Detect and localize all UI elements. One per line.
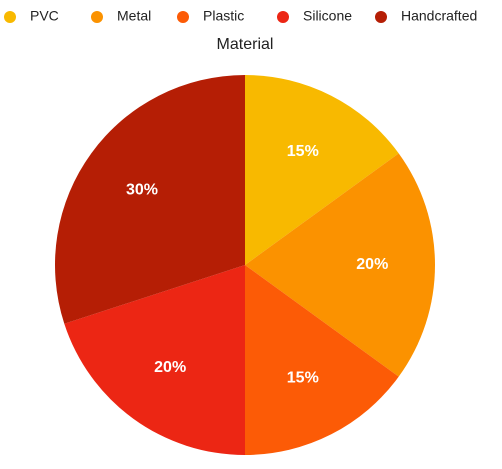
- slice-label: 20%: [154, 359, 186, 376]
- legend-label: Handcrafted: [401, 8, 477, 24]
- pie-slice: [54, 75, 246, 324]
- pie-slice: [245, 153, 436, 377]
- slice-label: 30%: [126, 181, 158, 198]
- legend-marker: [375, 11, 387, 23]
- chart-title: Material: [217, 36, 274, 53]
- legend-marker: [277, 11, 289, 23]
- pie-slice: [245, 75, 399, 265]
- legend-label: Plastic: [203, 8, 244, 24]
- pie-slice: [245, 265, 399, 455]
- legend-marker: [177, 11, 189, 23]
- legend-label: PVC: [30, 8, 59, 24]
- pie-slice: [64, 265, 246, 455]
- slice-label: 15%: [287, 143, 319, 160]
- slice-label: 20%: [356, 256, 388, 273]
- legend-marker: [91, 11, 103, 23]
- legend-label: Silicone: [303, 8, 352, 24]
- legend-label: Metal: [117, 8, 151, 24]
- legend-marker: [4, 11, 16, 23]
- slice-label: 15%: [287, 370, 319, 387]
